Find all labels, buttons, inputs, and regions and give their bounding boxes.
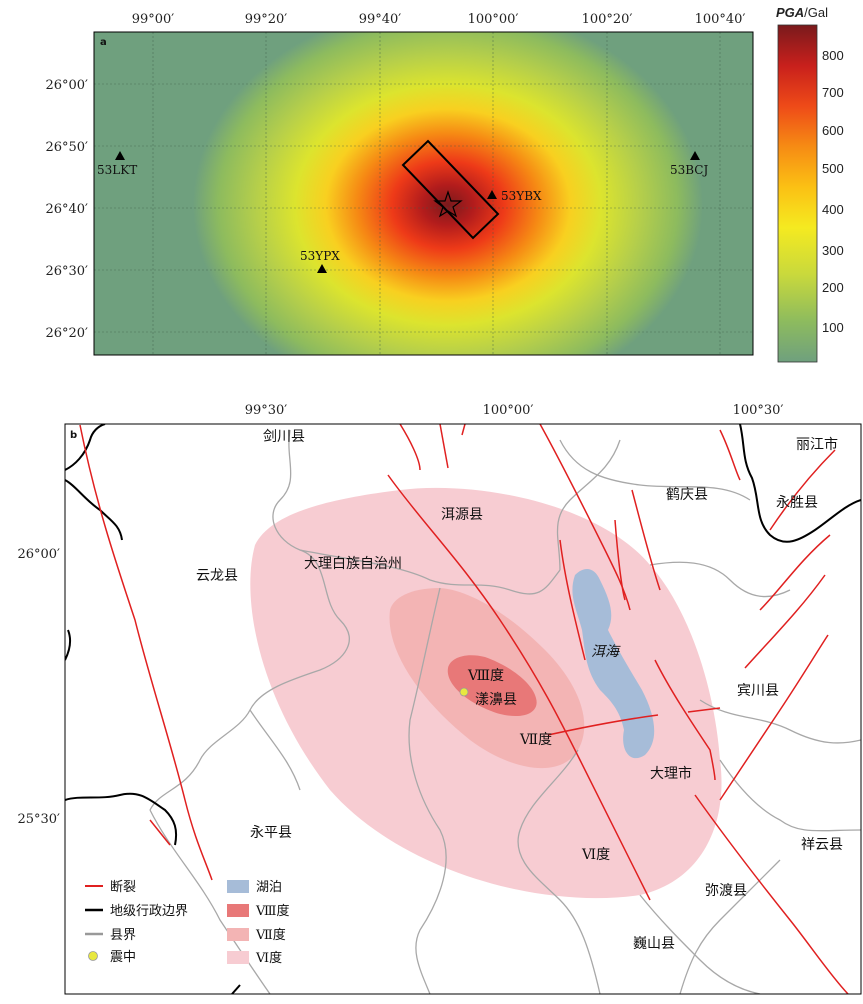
x-tick-label: 100°40′ xyxy=(695,12,746,27)
y-tick-label: 26°30′ xyxy=(45,264,88,279)
x-tick-label: 99°00′ xyxy=(132,12,175,27)
epicenter-dot-icon xyxy=(459,687,469,697)
legend-label: 断裂 xyxy=(110,880,136,895)
lake-label-erhai: 洱海 xyxy=(591,644,621,660)
panel-b: 99°30′ 100°00′ 100°30′ 26°00′ 25°30′ xyxy=(17,403,862,995)
x-tick-label: 100°00′ xyxy=(468,12,519,27)
intensity-label-viii: Ⅷ度 xyxy=(467,668,504,684)
x-tick-label: 99°20′ xyxy=(245,12,288,27)
intensity-label-vii: Ⅶ度 xyxy=(519,732,552,748)
colorbar-ramp xyxy=(777,24,818,363)
legend-label: Ⅶ度 xyxy=(255,927,286,943)
panel-b-frame xyxy=(64,423,862,995)
colorbar-tick: 800 xyxy=(822,48,844,63)
legend-swatch-vi xyxy=(227,951,249,964)
legend-swatch-lake xyxy=(227,880,249,893)
legend-swatch-viii xyxy=(227,904,249,917)
legend-label: 县界 xyxy=(110,928,136,943)
colorbar-tick: 700 xyxy=(822,85,844,100)
station-triangle-icon xyxy=(317,264,327,273)
erhai-lake xyxy=(572,568,655,759)
station-label-53ybx: 53YBX xyxy=(501,189,542,203)
legend-label: 湖泊 xyxy=(256,880,282,895)
station-label-53bcj: 53BCJ xyxy=(670,163,708,177)
colorbar-tick: 500 xyxy=(822,161,844,176)
y-tick-label: 26°00′ xyxy=(17,547,60,562)
x-tick-label: 100°00′ xyxy=(483,403,534,418)
y-tick-label: 26°20′ xyxy=(45,326,88,341)
place-label-dali-prefecture: 大理白族自治州 xyxy=(304,556,402,572)
intensity-viii-zone xyxy=(447,655,537,717)
station-triangle-icon xyxy=(115,151,125,160)
place-label-dali-city: 大理市 xyxy=(650,765,692,782)
pga-field xyxy=(193,32,703,355)
legend-label: 地级行政边界 xyxy=(110,904,188,919)
fault-plane-rectangle xyxy=(401,139,500,240)
place-label-heqing: 鹤庆县 xyxy=(666,487,708,503)
place-label-weishan: 巍山县 xyxy=(633,936,675,952)
grid-a xyxy=(94,32,753,355)
colorbar-tick: 200 xyxy=(822,280,844,295)
x-tick-label: 99°40′ xyxy=(359,12,402,27)
station-triangle-icon xyxy=(690,151,700,160)
station-triangle-icon xyxy=(487,190,497,199)
legend-label: Ⅷ度 xyxy=(255,903,289,919)
place-label-midu: 弥渡县 xyxy=(705,882,747,899)
colorbar-tick: 400 xyxy=(822,202,844,217)
place-label-jianchuan: 剑川县 xyxy=(263,429,305,445)
place-label-lijiang: 丽江市 xyxy=(796,436,838,453)
panel-a-letter: a xyxy=(100,37,107,48)
colorbar-tick: 300 xyxy=(822,243,844,258)
county-boundaries xyxy=(149,429,861,994)
epicenter-star-icon xyxy=(433,190,463,218)
station-label-53ypx: 53YPX xyxy=(300,249,340,263)
colorbar-title: PGA/Gal xyxy=(776,5,828,20)
legend-label: Ⅵ度 xyxy=(255,950,282,966)
place-label-yongping: 永平县 xyxy=(250,825,292,841)
x-tick-label: 100°20′ xyxy=(582,12,633,27)
place-label-eryuan: 洱源县 xyxy=(441,507,483,523)
intensity-label-vi: Ⅵ度 xyxy=(581,847,610,863)
colorbar-tick: 100 xyxy=(822,320,844,335)
y-tick-label: 26°00′ xyxy=(45,78,88,93)
place-label-xiangyun: 祥云县 xyxy=(801,837,843,853)
panel-a-frame xyxy=(93,31,754,356)
legend-swatch-epicenter xyxy=(88,951,98,961)
place-label-yunlong: 云龙县 xyxy=(196,568,238,584)
station-label-53lkt: 53LKT xyxy=(97,163,137,177)
legend-swatch-vii xyxy=(227,928,249,941)
panel-b-letter: b xyxy=(70,430,77,441)
place-label-yangbi: 漾濞县 xyxy=(475,691,517,708)
legend-label: 震中 xyxy=(110,950,136,965)
prefecture-boundaries xyxy=(65,424,861,994)
place-label-yongsheng: 永胜县 xyxy=(776,495,818,511)
panel-a: 53LKT 53YBX 53YPX 53BCJ a 99°00′ 99°20′ … xyxy=(45,5,844,363)
x-tick-label: 99°30′ xyxy=(245,403,288,418)
y-tick-label: 25°30′ xyxy=(17,812,60,827)
place-label-binchuan: 宾川县 xyxy=(737,683,779,699)
x-tick-label: 100°30′ xyxy=(733,403,784,418)
y-tick-label: 26°50′ xyxy=(45,140,88,155)
colorbar: PGA/Gal 800 700 600 500 400 300 200 100 xyxy=(776,5,844,363)
legend: 断裂 地级行政边界 县界 震中 湖泊 Ⅷ度 Ⅶ度 Ⅵ度 xyxy=(85,880,289,966)
colorbar-tick: 600 xyxy=(822,123,844,138)
faults xyxy=(79,424,849,994)
y-tick-label: 26°40′ xyxy=(45,202,88,217)
